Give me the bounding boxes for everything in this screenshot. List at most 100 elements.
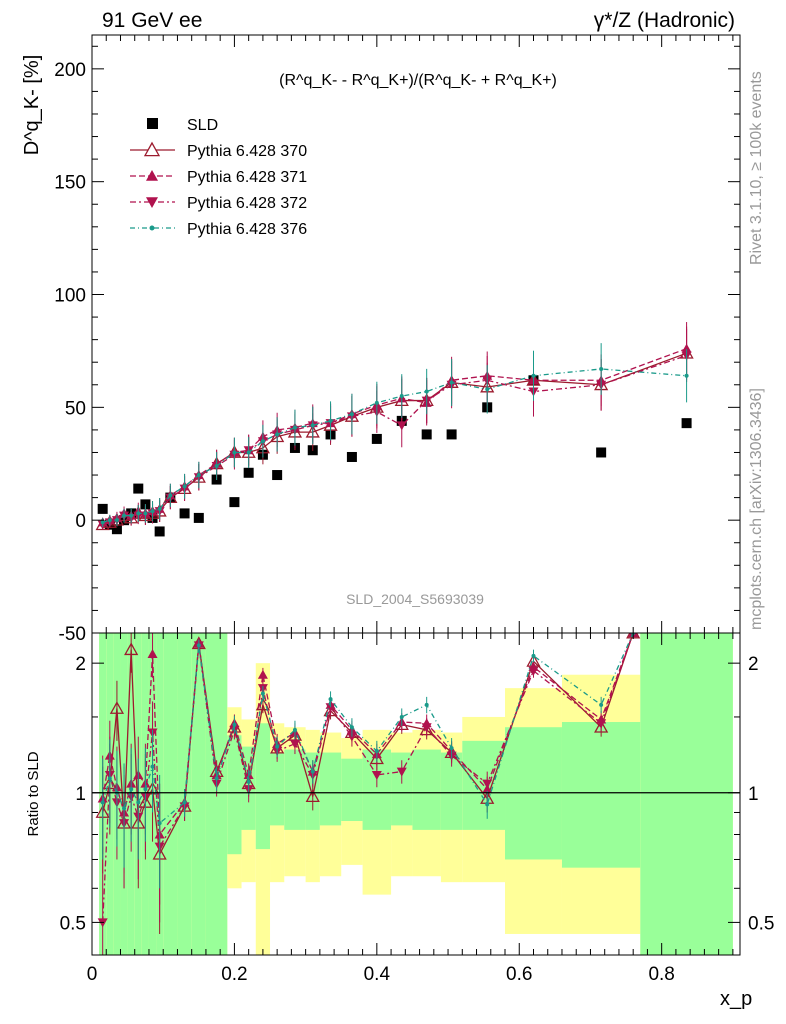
ratio-point-376 [107,776,112,781]
rivet-label: Rivet 3.1.10, ≥ 100k events [748,71,765,265]
ratio-point-372 [346,732,357,742]
ratio-point-376 [129,787,134,792]
sld-data-point [421,429,432,440]
ratio-bands-clipped [99,633,733,955]
header-right-label: γ*/Z (Hadronic) [594,9,735,32]
legend-marker-371 [146,170,158,181]
legend-entry-label: SLD [187,117,218,134]
x-tick-label: 0.6 [506,964,532,985]
legend-entry-label: Pythia 6.428 370 [187,143,307,160]
ratio-point-372 [421,723,432,733]
main-y-tick-label: 100 [54,286,86,307]
sld-data-point [446,429,457,440]
ratio-point-376 [374,749,379,754]
ratio-y-tick-label: 1 [75,784,86,805]
ratio-point-376 [485,802,490,807]
ratio-point-376 [275,744,280,749]
mc-point-376 [150,509,155,514]
mc-point-376 [328,418,333,423]
sld-data-point [193,512,204,523]
sld-data-point [346,451,357,462]
ratio-band-inner [270,752,285,826]
sld-data-point [179,508,190,519]
ratio-y-tick-label-right: 0.5 [748,913,774,934]
mc-point-376 [531,373,536,378]
main-y-tick-label: 0 [75,511,86,532]
mc-point-376 [374,400,379,405]
mc-point-376 [310,423,315,428]
x-tick-label: 0 [87,964,98,985]
mc-point-376 [260,439,265,444]
ratio-y-tick-label: 0.5 [60,913,86,934]
ratio-point-376 [349,725,354,730]
mc-point-376 [424,389,429,394]
ratio-band-inner [319,752,342,826]
x-tick-label: 0.8 [648,964,674,985]
sld-data-point [681,418,692,429]
main-y-tick-label: 200 [54,60,86,81]
ratio-point-376 [182,800,187,805]
main-marks-clipped [95,322,694,537]
ratio-point-376 [399,714,404,719]
ratio-plot-marks [95,633,641,955]
mc-point-376 [232,450,237,455]
sld-data-point [154,526,165,537]
legend-marker-372 [146,197,158,208]
ratio-point-370 [109,701,125,714]
mc-point-376 [129,513,134,518]
mcplots-label: mcplots.cern.ch [arXiv:1306.3436] [748,388,765,630]
mc-point-376 [168,493,173,498]
mc-series-line [102,348,687,524]
x-tick-label: 0.2 [221,964,247,985]
mc-point-376 [196,473,201,478]
ratio-point-376 [143,787,148,792]
mc-series-line [102,352,687,526]
ratio-point-371 [147,649,158,659]
legend-entry-label: Pythia 6.428 371 [187,169,307,186]
ratio-band-inner [255,723,271,850]
mc-point-376 [292,425,297,430]
main-y-tick-label: 50 [65,398,86,419]
ratio-point-372 [596,719,607,729]
ratio-point-372 [371,770,382,780]
ratio-marks-clipped [95,633,641,955]
legend: SLD Pythia 6.428 370 Pythia 6.428 371 Pythi… [130,117,307,238]
ratio-point-376 [328,697,333,702]
ratio-point-376 [122,806,127,811]
mc-point-376 [246,450,251,455]
ratio-point-376 [424,702,429,707]
ratio-point-372 [482,779,493,789]
ratio-y-axis-label: Ratio to SLD [25,751,42,836]
sld-data-point [111,524,122,535]
mc-point-376 [275,432,280,437]
sld-data-point [229,497,240,508]
mc-point-376 [182,484,187,489]
ratio-band-inner [561,722,641,868]
sld-data-point [133,483,144,494]
ratio-band-inner [412,749,441,830]
ratio-uncertainty-bands [99,633,733,955]
mc-point-376 [349,412,354,417]
mc-point-376 [122,513,127,518]
mc-point-372 [396,421,407,431]
main-y-tick-label: -50 [59,624,86,645]
ratio-y-tick-label-right: 2 [748,654,759,675]
header-left-label: 91 GeV ee [102,9,202,32]
ratio-band-inner [191,633,206,955]
ratio-y-tick-label-right: 1 [748,784,759,805]
ratio-point-372 [289,739,300,749]
ratio-band-inner [284,749,306,830]
sld-data-point [243,467,254,478]
ratio-point-376 [531,653,536,658]
ratio-point-376 [292,727,297,732]
ratio-band-inner [440,752,463,830]
mc-point-376 [599,366,604,371]
legend-marker-370 [143,141,161,157]
watermark-label: SLD_2004_S5693039 [346,591,484,607]
mc-series-line [102,368,687,524]
mc-point-376 [107,518,112,523]
ratio-series-line [102,633,634,825]
ratio-band-inner [640,633,733,955]
ratio-point-370 [305,789,320,803]
